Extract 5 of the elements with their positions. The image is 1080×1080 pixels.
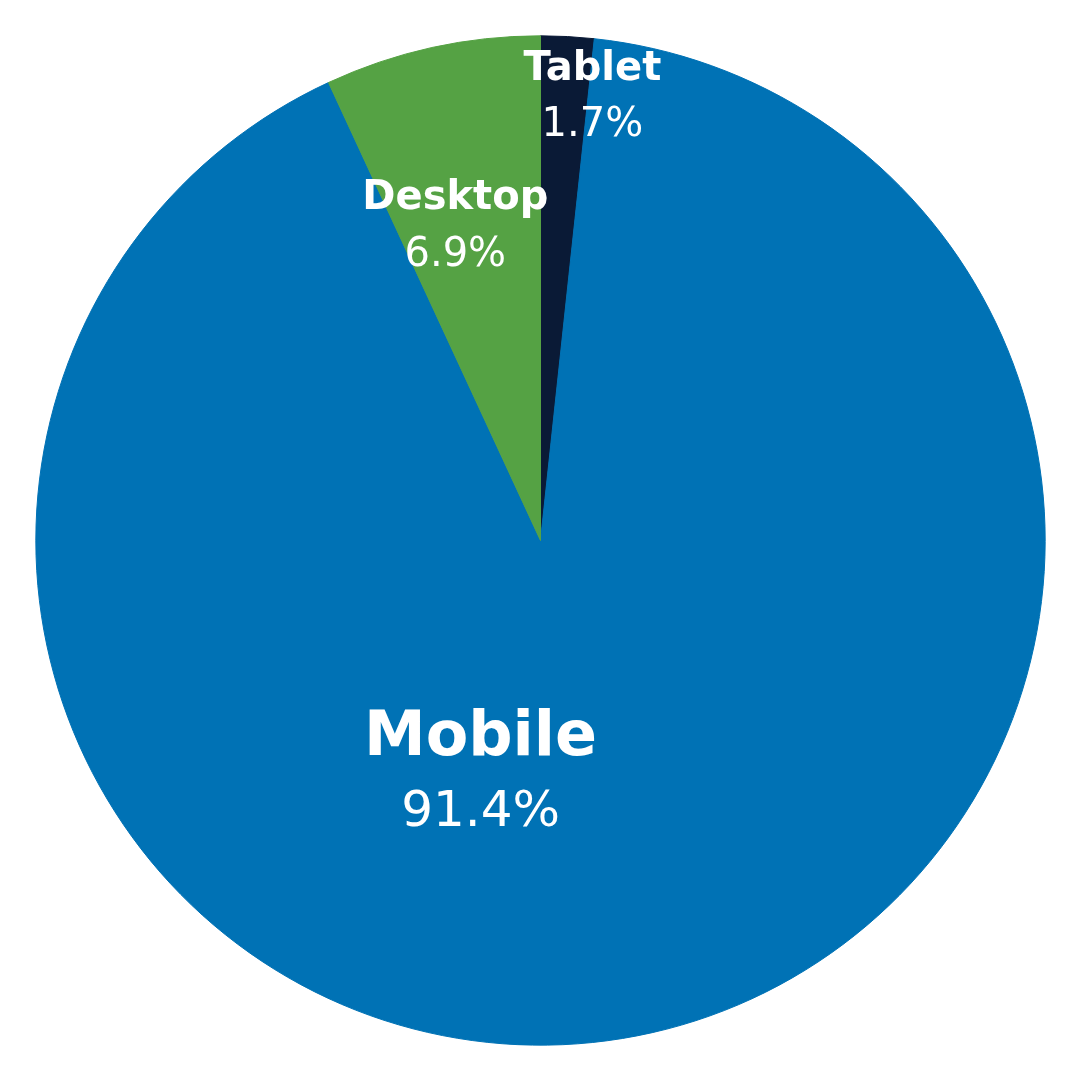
data-label: 6.9%	[404, 228, 507, 275]
slice-label: Tablet	[523, 43, 662, 90]
data-label: 91.4%	[401, 780, 560, 839]
slice-label: Mobile	[363, 697, 598, 770]
data-label: 1.7%	[541, 99, 644, 146]
